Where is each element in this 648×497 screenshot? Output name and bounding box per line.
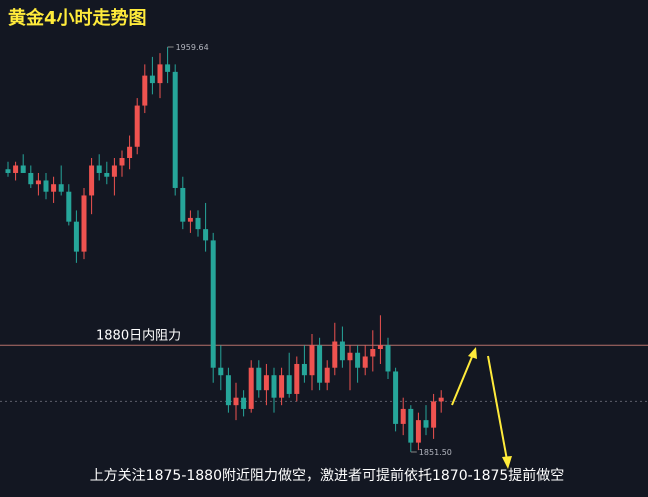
candle-body — [218, 367, 224, 376]
candle-body — [393, 371, 399, 424]
candle-body — [134, 105, 140, 147]
candle-body — [20, 165, 26, 173]
candle-body — [119, 158, 125, 166]
low-label: 1851.50 — [419, 448, 452, 457]
candle-body — [370, 348, 376, 357]
candle-body — [309, 345, 315, 376]
candle-body — [111, 165, 117, 177]
candle-body — [400, 408, 406, 424]
candle-body — [127, 146, 133, 159]
candle-body — [317, 345, 323, 383]
chart-title: 黄金4小时走势图 — [8, 7, 147, 29]
candle-body — [180, 187, 186, 222]
candle-body — [157, 64, 163, 84]
candle-body — [13, 165, 19, 173]
candle-body — [377, 345, 383, 349]
arrow-down — [487, 355, 508, 461]
candle-body — [271, 375, 277, 398]
candle-body — [438, 397, 444, 402]
candle-body — [423, 420, 429, 428]
candle-body — [195, 217, 201, 230]
footer-note: 上方关注1875-1880附近阻力做空，激进者可提前依托1870-1875提前做… — [90, 467, 565, 484]
candle-body — [241, 397, 247, 409]
candle-body — [362, 356, 368, 368]
arrow-head — [468, 347, 477, 359]
candle-body — [104, 172, 110, 177]
candle-body — [248, 367, 254, 409]
candle-body — [89, 165, 95, 196]
candle-body — [415, 420, 421, 443]
candle-body — [279, 375, 285, 398]
arrow-head — [502, 456, 512, 469]
arrow-up — [451, 351, 475, 406]
candle-body — [165, 64, 171, 72]
high-label: 1959.64 — [176, 43, 209, 52]
candle-body — [301, 363, 307, 376]
candle-body — [294, 363, 300, 394]
candle-body — [408, 408, 414, 443]
candle-body — [233, 397, 239, 406]
candle-body — [81, 195, 87, 252]
candle-body — [58, 184, 64, 192]
candle-body — [66, 191, 72, 222]
candle-body — [286, 375, 292, 394]
candle-body — [96, 165, 102, 173]
candle-body — [43, 180, 49, 192]
candle-body — [142, 75, 148, 106]
plot: 1880日内阻力 1959.64 1851.50 — [0, 43, 648, 457]
candle-body — [73, 221, 79, 252]
candle-body — [28, 172, 34, 185]
candle-body — [225, 375, 231, 406]
candle-body — [355, 352, 361, 368]
candle-body — [187, 217, 193, 222]
candle-body — [431, 401, 437, 428]
candle-body — [51, 184, 57, 192]
candle-body — [172, 71, 178, 188]
candle-body — [263, 375, 269, 391]
candle-body — [5, 169, 11, 173]
candle-body — [385, 345, 391, 372]
candle-body — [324, 367, 330, 383]
candle-body — [149, 75, 155, 84]
candle-body — [339, 341, 345, 361]
candle-body — [203, 229, 209, 241]
candle-body — [35, 180, 41, 185]
candle-body — [332, 341, 338, 368]
candle-body — [347, 352, 353, 361]
resistance-label: 1880日内阻力 — [96, 327, 181, 343]
candle-body — [256, 367, 262, 391]
candle-body — [210, 240, 216, 368]
